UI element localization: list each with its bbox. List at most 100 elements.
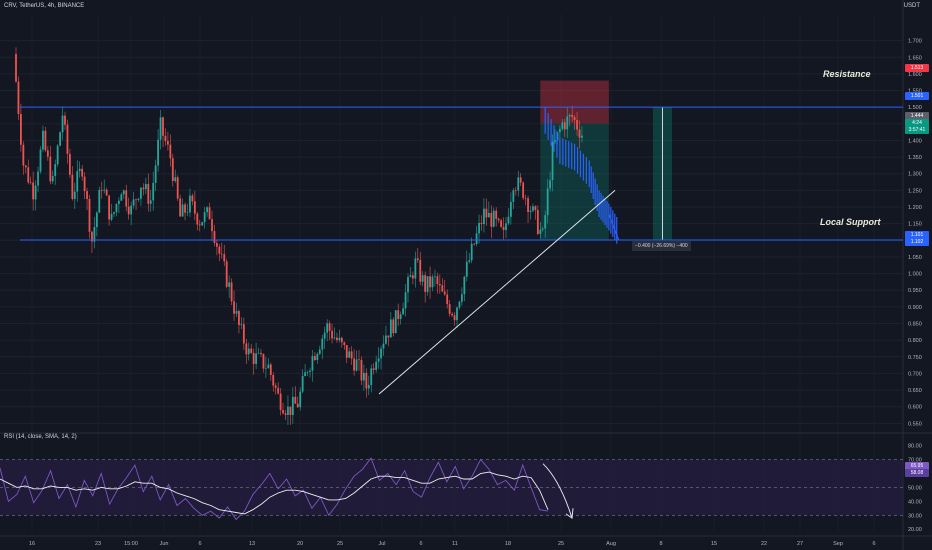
candle-body	[235, 311, 238, 314]
support-price-tag: 1.101	[905, 231, 929, 239]
candle-body	[512, 190, 515, 202]
candle-body	[91, 231, 93, 242]
candle-body	[554, 140, 556, 142]
candle-body	[576, 120, 578, 130]
candle-body	[372, 368, 375, 370]
candle-body	[22, 144, 25, 166]
candle-body	[130, 205, 133, 215]
candle-body	[561, 122, 564, 129]
candle-body	[132, 199, 135, 206]
candle-body	[32, 182, 35, 200]
candle-body	[461, 294, 463, 302]
candle-body	[389, 319, 392, 338]
candle-body	[331, 330, 333, 339]
candle-body	[345, 344, 348, 358]
price-tick-label: 1.650	[908, 55, 922, 61]
candle-body	[375, 361, 378, 370]
candle-body	[340, 337, 343, 343]
rsi-tick-label: 40.00	[908, 499, 922, 505]
candle-body	[441, 285, 444, 292]
candle-body	[527, 198, 529, 212]
candle-body	[272, 375, 275, 386]
time-tick-label: 18	[505, 541, 511, 547]
local-support-annotation: Local Support	[820, 217, 881, 227]
candle-body	[225, 261, 228, 287]
candle-body	[350, 351, 353, 359]
candle-body	[524, 197, 527, 199]
price-tick-label: 1.550	[908, 89, 922, 95]
candle-body	[44, 130, 47, 151]
candle-body	[382, 343, 385, 349]
candle-body	[429, 276, 431, 288]
candle-body	[304, 372, 306, 377]
resistance-price-tag: 1.501	[905, 92, 929, 100]
time-tick-label: Jun	[160, 541, 169, 547]
candle-body	[137, 198, 140, 200]
candle-body	[497, 218, 500, 221]
candle-body	[551, 141, 554, 181]
candle-body	[409, 275, 412, 278]
candle-body	[289, 406, 292, 416]
short-target-price-tag: 1.513	[905, 64, 929, 72]
candle-body	[328, 323, 331, 331]
candle-body	[265, 368, 267, 369]
candle-body	[301, 376, 304, 392]
candle-body	[296, 403, 299, 408]
candle-body	[184, 204, 186, 213]
candle-body	[282, 410, 284, 414]
candle-body	[414, 258, 417, 279]
ascending-trendline	[378, 190, 616, 395]
candle-body	[54, 164, 57, 177]
candle-body	[115, 203, 118, 213]
candle-body	[451, 313, 453, 316]
candle-body	[385, 335, 387, 344]
candle-body	[206, 207, 208, 213]
candle-body	[152, 182, 155, 201]
candle-body	[416, 258, 419, 261]
candle-body	[164, 135, 167, 142]
candle-body	[245, 343, 248, 355]
candle-body	[380, 348, 382, 359]
candle-body	[24, 165, 27, 168]
candle-body	[370, 368, 373, 386]
candle-body	[274, 385, 277, 388]
price-tick-label: 0.900	[908, 305, 922, 311]
time-tick-label: 22	[761, 541, 767, 547]
candle-body	[157, 139, 159, 166]
candle-body	[568, 115, 571, 117]
candle-body	[529, 210, 532, 212]
candle-body	[348, 351, 351, 358]
candle-body	[399, 314, 402, 319]
candle-body	[480, 222, 483, 225]
candle-body	[475, 233, 478, 244]
candle-body	[73, 191, 76, 199]
candle-body	[453, 315, 456, 321]
price-tick-label: 0.650	[908, 388, 922, 394]
candle-body	[492, 210, 495, 227]
candle-body	[333, 337, 336, 339]
candle-body	[326, 323, 329, 333]
candle-body	[56, 145, 59, 165]
time-tick-label: 25	[558, 541, 564, 547]
candle-body	[240, 324, 243, 326]
candle-body	[66, 124, 69, 154]
candle-body	[456, 307, 458, 321]
candle-body	[223, 254, 226, 262]
candle-body	[88, 198, 91, 232]
candle-body	[426, 276, 429, 292]
price-tick-label: 1.600	[908, 72, 922, 78]
candle-body	[46, 150, 49, 157]
candle-body	[507, 216, 510, 224]
candle-body	[367, 385, 370, 389]
candle-body	[314, 356, 316, 360]
candle-body	[201, 222, 204, 226]
candle-body	[171, 158, 174, 182]
candle-body	[71, 174, 74, 199]
candle-body	[17, 81, 20, 114]
candle-body	[436, 276, 439, 285]
candle-body	[316, 353, 319, 360]
rsi-indicator-label[interactable]: RSI (14, close, SMA, 14, 2)	[4, 434, 77, 440]
bar-countdown-tag: 3:57:41	[905, 126, 929, 134]
rsi-tick-label: 50.00	[908, 485, 922, 491]
